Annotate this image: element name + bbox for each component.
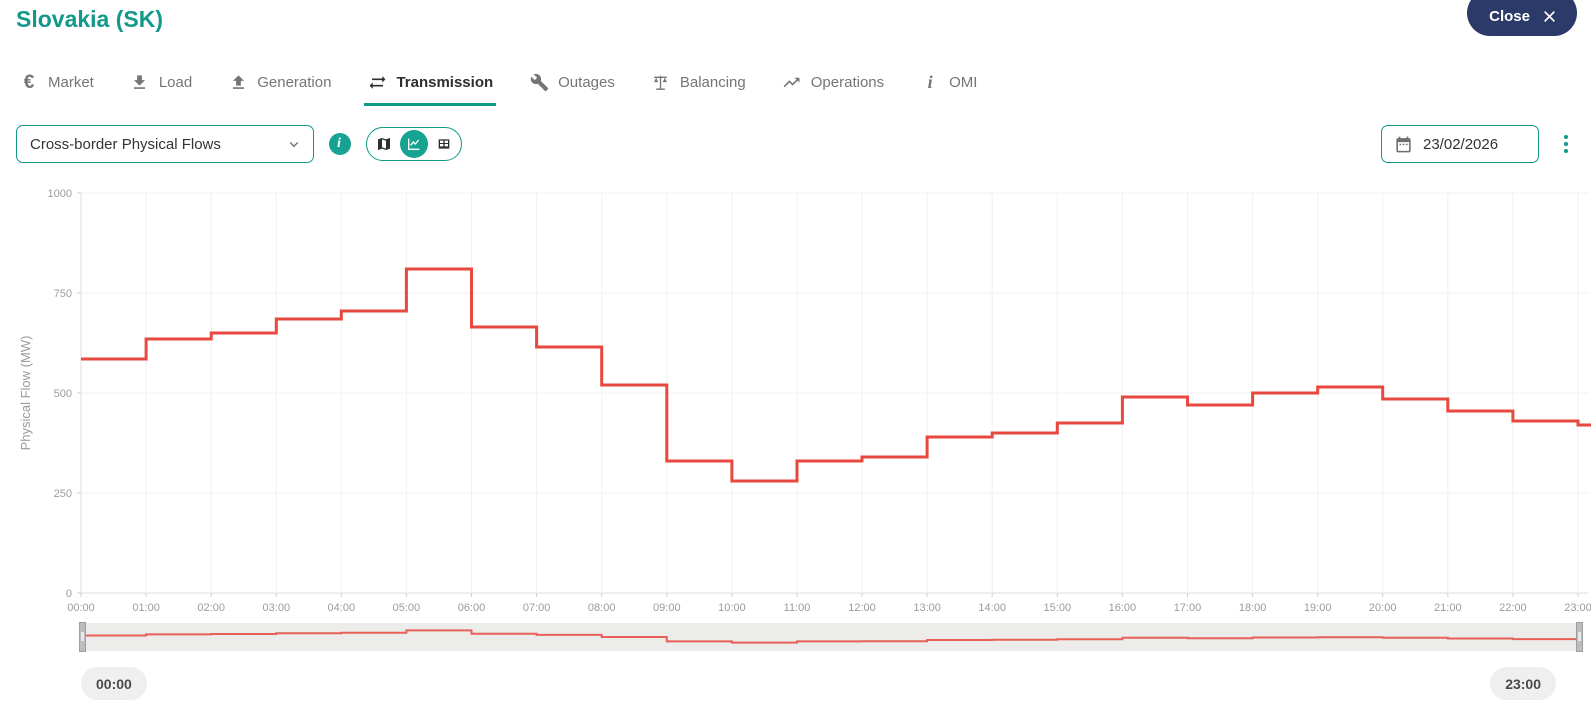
- dataset-select[interactable]: Cross-border Physical Flows: [16, 125, 314, 163]
- svg-text:Physical Flow (MW): Physical Flow (MW): [18, 336, 33, 451]
- range-selector-mini-chart: [81, 629, 1583, 644]
- svg-text:0: 0: [66, 588, 72, 600]
- tab-operations[interactable]: Operations: [779, 62, 887, 106]
- svg-text:10:00: 10:00: [718, 602, 746, 614]
- section-tabs: € Market Load Generation Transmission Outages…: [16, 62, 980, 106]
- svg-text:14:00: 14:00: [978, 602, 1006, 614]
- svg-text:17:00: 17:00: [1174, 602, 1202, 614]
- range-handle-right[interactable]: [1576, 622, 1583, 652]
- svg-text:750: 750: [54, 288, 72, 300]
- tab-label: Operations: [810, 73, 885, 91]
- tab-label: Balancing: [679, 73, 746, 91]
- svg-text:22:00: 22:00: [1499, 602, 1527, 614]
- range-handle-left[interactable]: [79, 622, 86, 652]
- trending-icon: [782, 72, 802, 92]
- close-button[interactable]: Close: [1467, 0, 1577, 36]
- tab-load[interactable]: Load: [127, 62, 195, 106]
- tab-label: Market: [48, 73, 94, 91]
- euro-icon: €: [23, 71, 35, 93]
- tab-label: Generation: [257, 73, 332, 91]
- svg-text:21:00: 21:00: [1434, 602, 1462, 614]
- info-button[interactable]: i: [329, 133, 351, 155]
- view-line-chart-button[interactable]: [400, 130, 428, 158]
- svg-text:500: 500: [54, 388, 72, 400]
- info-icon: i: [337, 135, 341, 151]
- svg-text:20:00: 20:00: [1369, 602, 1397, 614]
- range-selector-track[interactable]: [81, 623, 1583, 651]
- svg-text:13:00: 13:00: [913, 602, 941, 614]
- svg-text:03:00: 03:00: [263, 602, 291, 614]
- tab-label: OMI: [949, 73, 978, 91]
- date-picker-value: 23/02/2026: [1423, 135, 1499, 153]
- svg-text:1000: 1000: [48, 188, 72, 200]
- svg-text:05:00: 05:00: [393, 602, 421, 614]
- download-icon: [130, 72, 150, 92]
- tab-label: Outages: [558, 73, 615, 91]
- svg-text:09:00: 09:00: [653, 602, 681, 614]
- svg-text:250: 250: [54, 488, 72, 500]
- scale-icon: [651, 72, 671, 92]
- svg-text:18:00: 18:00: [1239, 602, 1267, 614]
- svg-text:15:00: 15:00: [1044, 602, 1072, 614]
- svg-text:01:00: 01:00: [132, 602, 160, 614]
- svg-text:06:00: 06:00: [458, 602, 486, 614]
- chevron-down-icon: [285, 135, 303, 153]
- info-italic-icon: i: [927, 72, 933, 92]
- more-options-button[interactable]: [1555, 131, 1577, 157]
- tab-transmission[interactable]: Transmission: [364, 62, 497, 106]
- page-title: Slovakia (SK): [16, 6, 163, 32]
- tab-omi[interactable]: i OMI: [917, 62, 980, 106]
- svg-text:19:00: 19:00: [1304, 602, 1332, 614]
- physical-flow-chart[interactable]: 0 250 500 750 1000 00:00 01:00 02:00 03:00 04:00 0…: [0, 186, 1591, 618]
- date-picker[interactable]: 23/02/2026: [1381, 125, 1539, 163]
- chart-toolbar: Cross-border Physical Flows i 23/02/2026: [16, 124, 1577, 164]
- svg-text:08:00: 08:00: [588, 602, 616, 614]
- tab-generation[interactable]: Generation: [225, 62, 334, 106]
- tab-market[interactable]: € Market: [16, 62, 97, 106]
- svg-text:23:00: 23:00: [1564, 602, 1591, 614]
- transfer-arrows-icon: [367, 72, 387, 92]
- view-map-button[interactable]: [370, 130, 398, 158]
- svg-text:07:00: 07:00: [523, 602, 551, 614]
- svg-text:12:00: 12:00: [848, 602, 876, 614]
- tab-balancing[interactable]: Balancing: [648, 62, 749, 106]
- range-start-label: 00:00: [81, 667, 147, 700]
- tab-label: Load: [158, 73, 193, 91]
- view-toggle-group: [366, 127, 462, 161]
- wrench-icon: [529, 72, 549, 92]
- tab-outages[interactable]: Outages: [526, 62, 618, 106]
- svg-text:02:00: 02:00: [197, 602, 225, 614]
- svg-text:04:00: 04:00: [328, 602, 356, 614]
- close-icon: [1542, 9, 1557, 24]
- range-end-label: 23:00: [1490, 667, 1556, 700]
- chart-line-icon: [406, 136, 422, 152]
- map-icon: [376, 136, 392, 152]
- svg-text:00:00: 00:00: [67, 602, 95, 614]
- calendar-icon: [1394, 135, 1413, 154]
- view-table-button[interactable]: [430, 130, 458, 158]
- tab-label: Transmission: [396, 73, 494, 91]
- close-button-label: Close: [1489, 7, 1530, 25]
- upload-icon: [228, 72, 248, 92]
- dataset-select-value: Cross-border Physical Flows: [30, 135, 221, 153]
- svg-text:11:00: 11:00: [784, 602, 811, 614]
- svg-text:16:00: 16:00: [1109, 602, 1137, 614]
- table-icon: [436, 136, 452, 152]
